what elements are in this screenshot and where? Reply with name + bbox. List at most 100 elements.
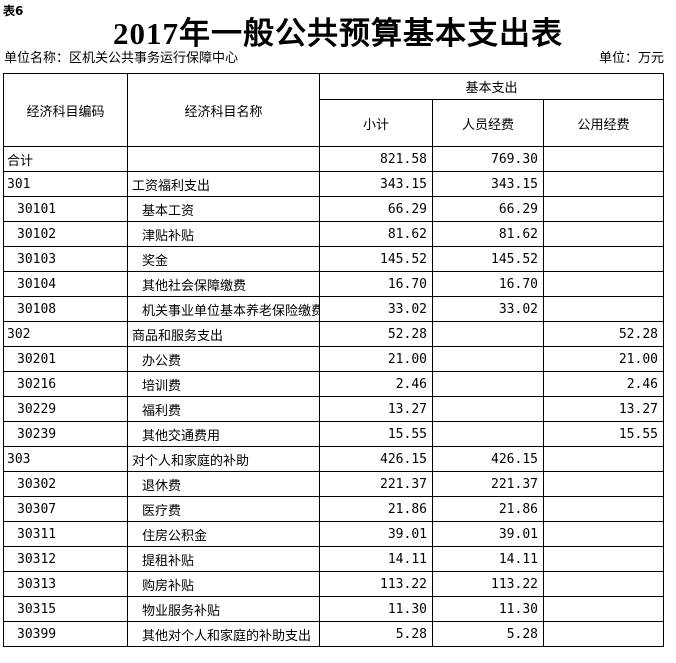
table-row: 30311 住房公积金 39.01 39.01 (3, 521, 664, 547)
public-cell (543, 221, 664, 247)
code-cell: 30229 (3, 396, 128, 422)
subtotal-cell: 221.37 (319, 471, 433, 497)
personnel-cell: 426.15 (432, 446, 544, 472)
table-body: 合计 821.58 769.30 301 工资福利支出 343.15 343.1… (3, 146, 664, 647)
subtotal-cell: 14.11 (319, 546, 433, 572)
table-row: 30108 机关事业单位基本养老保险缴费 33.02 33.02 (3, 296, 664, 322)
personnel-cell: 39.01 (432, 521, 544, 547)
name-cell: 住房公积金 (127, 521, 320, 547)
personnel-cell: 11.30 (432, 596, 544, 622)
public-cell (543, 596, 664, 622)
header-row-sub: 小计 人员经费 公用经费 (4, 99, 664, 147)
personnel-cell: 21.86 (432, 496, 544, 522)
table-row: 30103 奖金 145.52 145.52 (3, 246, 664, 272)
public-cell (543, 246, 664, 272)
public-cell: 15.55 (543, 421, 664, 447)
table-row: 30307 医疗费 21.86 21.86 (3, 496, 664, 522)
public-cell (543, 546, 664, 572)
table-row: 301 工资福利支出 343.15 343.15 (3, 171, 664, 197)
code-cell: 30108 (3, 296, 128, 322)
report-title: 2017年一般公共预算基本支出表 (113, 16, 563, 51)
subtotal-cell: 39.01 (319, 521, 433, 547)
personnel-cell (432, 371, 544, 397)
name-cell: 办公费 (127, 346, 320, 372)
subtotal-cell: 821.58 (319, 146, 433, 172)
code-cell: 30201 (3, 346, 128, 372)
header-personnel-funds: 人员经费 (432, 99, 544, 147)
name-cell: 培训费 (127, 371, 320, 397)
public-cell (543, 521, 664, 547)
subtotal-cell: 13.27 (319, 396, 433, 422)
name-cell: 基本工资 (127, 196, 320, 222)
name-cell: 物业服务补贴 (127, 596, 320, 622)
header-subtotal: 小计 (319, 99, 433, 147)
code-cell: 30104 (3, 271, 128, 297)
name-cell: 奖金 (127, 246, 320, 272)
table-row: 30216 培训费 2.46 2.46 (3, 371, 664, 397)
personnel-cell: 343.15 (432, 171, 544, 197)
name-cell: 机关事业单位基本养老保险缴费 (127, 296, 320, 322)
table-row: 30229 福利费 13.27 13.27 (3, 396, 664, 422)
table-row: 30399 其他对个人和家庭的补助支出 5.28 5.28 (3, 621, 664, 647)
code-cell: 30239 (3, 421, 128, 447)
public-cell (543, 196, 664, 222)
public-cell: 2.46 (543, 371, 664, 397)
budget-table: 经济科目编码 经济科目名称 基本支出 小计 人员经费 公用经费 合计 821.5… (3, 73, 664, 647)
subtotal-cell: 113.22 (319, 571, 433, 597)
public-cell (543, 446, 664, 472)
subtotal-cell: 343.15 (319, 171, 433, 197)
table-row: 30104 其他社会保障缴费 16.70 16.70 (3, 271, 664, 297)
code-cell: 30312 (3, 546, 128, 572)
personnel-cell (432, 346, 544, 372)
unit-name-label: 单位名称： (4, 51, 70, 66)
table-row: 30312 提租补贴 14.11 14.11 (3, 546, 664, 572)
name-cell: 退休费 (127, 471, 320, 497)
personnel-cell: 81.62 (432, 221, 544, 247)
subtotal-cell: 33.02 (319, 296, 433, 322)
personnel-cell: 16.70 (432, 271, 544, 297)
table-row: 302 商品和服务支出 52.28 52.28 (3, 321, 664, 347)
code-cell: 30307 (3, 496, 128, 522)
name-cell: 工资福利支出 (127, 171, 320, 197)
public-cell (543, 296, 664, 322)
personnel-cell: 66.29 (432, 196, 544, 222)
table-tag-label: 表6 (3, 4, 24, 18)
code-cell: 303 (3, 446, 128, 472)
name-cell: 其他社会保障缴费 (127, 271, 320, 297)
code-cell: 30311 (3, 521, 128, 547)
unit-name-value: 区机关公共事务运行保障中心 (69, 51, 239, 66)
personnel-cell: 145.52 (432, 246, 544, 272)
name-cell: 其他对个人和家庭的补助支出 (127, 621, 320, 647)
header-public-funds: 公用经费 (543, 99, 664, 147)
header-name: 经济科目名称 (127, 73, 320, 147)
subtotal-cell: 2.46 (319, 371, 433, 397)
subtotal-cell: 81.62 (319, 221, 433, 247)
table-row: 30201 办公费 21.00 21.00 (3, 346, 664, 372)
table-row: 30302 退休费 221.37 221.37 (3, 471, 664, 497)
code-cell: 30103 (3, 246, 128, 272)
table-row: 30101 基本工资 66.29 66.29 (3, 196, 664, 222)
subtotal-cell: 11.30 (319, 596, 433, 622)
public-cell (543, 571, 664, 597)
table-row: 30102 津贴补贴 81.62 81.62 (3, 221, 664, 247)
personnel-cell: 5.28 (432, 621, 544, 647)
table-row: 30315 物业服务补贴 11.30 11.30 (3, 596, 664, 622)
name-cell: 对个人和家庭的补助 (127, 446, 320, 472)
code-cell: 30315 (3, 596, 128, 622)
subtotal-cell: 5.28 (319, 621, 433, 647)
public-cell (543, 146, 664, 172)
name-cell (127, 146, 320, 172)
name-cell: 津贴补贴 (127, 221, 320, 247)
personnel-cell (432, 396, 544, 422)
name-cell: 购房补贴 (127, 571, 320, 597)
name-cell: 福利费 (127, 396, 320, 422)
code-cell: 302 (3, 321, 128, 347)
personnel-cell: 769.30 (432, 146, 544, 172)
code-cell: 30216 (3, 371, 128, 397)
subtotal-cell: 426.15 (319, 446, 433, 472)
table-row: 合计 821.58 769.30 (3, 146, 664, 172)
personnel-cell: 33.02 (432, 296, 544, 322)
code-cell: 合计 (3, 146, 128, 172)
personnel-cell: 113.22 (432, 571, 544, 597)
personnel-cell (432, 321, 544, 347)
